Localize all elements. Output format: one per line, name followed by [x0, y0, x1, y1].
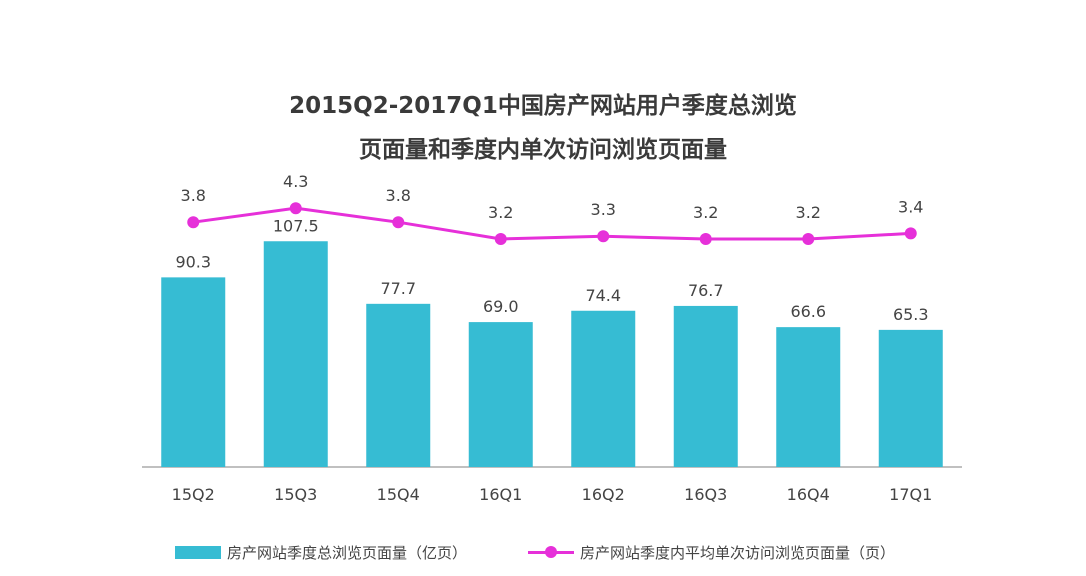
bar-15Q2: [161, 277, 226, 467]
legend-bar-swatch: [175, 545, 221, 559]
legend: 房产网站季度总浏览页面量（亿页） 房产网站季度内平均单次访问浏览页面量（页）: [0, 540, 1086, 564]
x-tick-17Q1: 17Q1: [889, 485, 932, 504]
legend-item-bar: 房产网站季度总浏览页面量（亿页）: [175, 540, 467, 564]
chart-title-line-1: 2015Q2-2017Q1中国房产网站用户季度总浏览: [289, 93, 797, 119]
legend-line-swatch: [528, 545, 574, 559]
bar-15Q4: [366, 303, 431, 467]
bar-label-16Q3: 76.7: [688, 281, 724, 300]
line-point-16Q4: [802, 233, 815, 245]
line-point-15Q3: [289, 202, 302, 215]
x-tick-16Q4: 16Q4: [787, 485, 830, 504]
bar-16Q2: [571, 310, 636, 467]
x-tick-15Q4: 15Q4: [377, 485, 420, 504]
line-label-16Q3: 3.2: [693, 203, 718, 222]
line-label-16Q2: 3.3: [591, 200, 616, 219]
x-tick-16Q1: 16Q1: [479, 485, 522, 504]
bar-label-15Q4: 77.7: [380, 279, 416, 298]
legend-item-line: 房产网站季度内平均单次访问浏览页面量（页）: [528, 540, 895, 564]
bar-17Q1: [878, 329, 943, 467]
legend-bar-label: 房产网站季度总浏览页面量（亿页）: [227, 543, 468, 562]
line-point-16Q2: [597, 230, 610, 243]
line-point-16Q3: [699, 233, 712, 245]
line-label-15Q2: 3.8: [181, 186, 206, 205]
bar-label-16Q1: 69.0: [483, 297, 519, 316]
x-tick-15Q3: 15Q3: [274, 485, 317, 504]
legend-line-label: 房产网站季度内平均单次访问浏览页面量（页）: [580, 543, 896, 562]
line-label-15Q4: 3.8: [386, 186, 411, 205]
line-point-15Q4: [392, 216, 405, 229]
bar-label-16Q4: 66.6: [790, 302, 826, 321]
line-label-16Q1: 3.2: [488, 203, 513, 222]
x-tick-16Q2: 16Q2: [582, 485, 625, 504]
line-label-16Q4: 3.2: [796, 203, 821, 222]
line-series-path: [193, 206, 911, 241]
line-point-17Q1: [904, 227, 917, 240]
line-point-15Q2: [187, 216, 200, 229]
line-label-17Q1: 3.4: [898, 197, 923, 216]
chart-title-line-2: 页面量和季度内单次访问浏览页面量: [359, 137, 727, 163]
bar-label-15Q2: 90.3: [175, 252, 211, 271]
line-label-15Q3: 4.3: [283, 172, 308, 191]
bar-label-16Q2: 74.4: [585, 286, 621, 305]
line-point-16Q1: [494, 233, 507, 245]
x-tick-15Q2: 15Q2: [172, 485, 215, 504]
bar-label-15Q3: 107.5: [273, 216, 319, 235]
x-tick-16Q3: 16Q3: [684, 485, 727, 504]
bar-label-17Q1: 65.3: [893, 305, 929, 324]
bar-16Q4: [776, 327, 841, 467]
bar-16Q3: [673, 305, 738, 467]
bar-16Q1: [468, 322, 533, 467]
bar-15Q3: [263, 241, 328, 467]
